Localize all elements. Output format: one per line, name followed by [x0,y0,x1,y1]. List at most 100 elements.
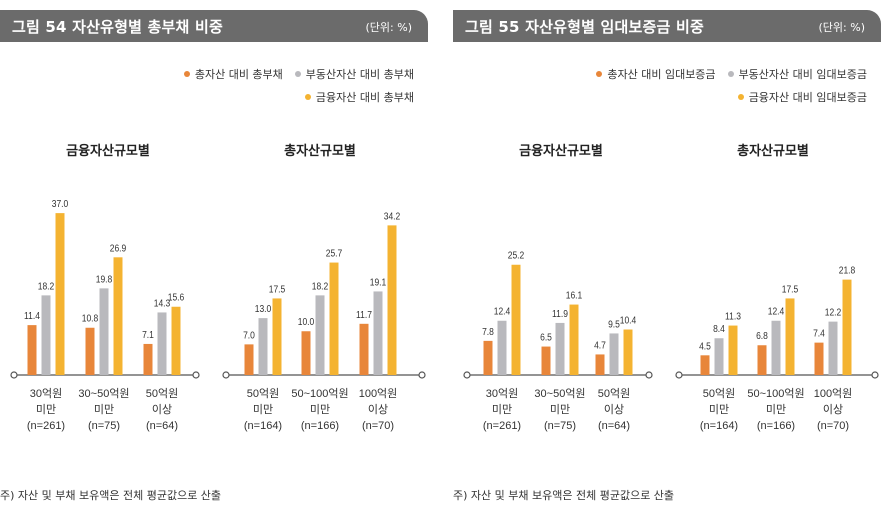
data-label: 11.4 [24,311,40,322]
data-label: 26.9 [110,243,127,254]
bar-real-estate [99,288,109,375]
data-label: 4.5 [699,341,711,352]
category-label: 30~50억원 [78,387,129,400]
category-label: (n=164) [700,420,738,432]
legend-label: 금융자산 대비 임대보증금 [748,90,867,104]
bar-financial [387,225,397,375]
data-label: 12.4 [768,306,785,317]
category-label: 미만 [550,403,570,416]
data-label: 37.0 [52,199,69,210]
data-label: 19.8 [96,274,113,285]
data-label: 12.2 [825,307,842,318]
figure-55: 그림 55 자산유형별 임대보증금 비중 (단위: %) 총자산 대비 임대보증… [453,0,881,508]
category-label: (n=166) [757,420,795,432]
bar-financial [728,325,738,375]
figure-54: 그림 54 자산유형별 총부채 비중 (단위: %) 총자산 대비 총부채 부동… [0,0,428,508]
data-label: 6.8 [756,331,768,342]
category-label: 이상 [604,403,624,416]
legend-item-real-estate: 부동산자산 대비 임대보증금 [727,66,867,82]
data-label: 17.5 [269,284,286,295]
bar-total [143,343,153,375]
bar-real-estate [41,295,51,375]
panel-title-financial: 금융자산규모별 [519,144,603,159]
axis-end-marker [418,371,426,379]
figure-header: 그림 54 자산유형별 총부채 비중 (단위: %) [0,10,428,42]
bar-financial [785,298,795,375]
bar-real-estate [373,291,383,375]
bar-financial [842,279,852,375]
bar-total [541,346,551,375]
bar-total [301,331,311,375]
axis-end-marker [10,371,18,379]
bar-total [244,344,254,375]
category-label: 미만 [36,403,56,416]
data-label: 4.7 [594,340,606,351]
bar-real-estate [771,320,781,375]
category-label: 이상 [152,403,172,416]
category-label: (n=261) [483,420,521,432]
bar-total [595,354,605,375]
data-label: 18.2 [38,281,55,292]
legend-dot [294,70,301,77]
axis-end-marker [675,371,683,379]
figure-header: 그림 55 자산유형별 임대보증금 비중 (단위: %) [453,10,881,42]
category-label: 미만 [709,403,729,416]
category-label: 미만 [94,403,114,416]
axis-end-marker [871,371,879,379]
bar-financial [511,264,521,375]
category-label: (n=75) [544,420,576,432]
category-label: 50억원 [247,387,279,400]
category-label: (n=70) [817,420,849,432]
category-label: 30~50억원 [534,387,585,400]
data-label: 7.0 [243,330,255,341]
category-label: 100억원 [359,387,398,400]
data-label: 10.0 [298,317,315,328]
bar-total [814,342,824,375]
bar-financial [171,306,181,375]
data-label: 25.7 [326,248,343,259]
category-label: 50억원 [703,387,735,400]
data-label: 11.3 [725,311,741,322]
bar-financial [329,262,339,375]
legend: 총자산 대비 임대보증금 부동산자산 대비 임대보증금 금융자산 대비 임대보증… [596,62,867,108]
category-label: 50억원 [598,387,630,400]
data-label: 12.4 [494,306,511,317]
category-label: 100억원 [814,387,853,400]
category-label: (n=75) [88,420,120,432]
data-label: 18.2 [312,281,329,292]
category-label: (n=70) [362,420,394,432]
category-label: 이상 [368,403,388,416]
data-label: 7.8 [482,326,494,337]
bar-total [757,345,767,375]
category-label: 30억원 [30,387,62,400]
axis-end-marker [192,371,200,379]
category-label: 미만 [253,403,273,416]
bar-real-estate [157,312,167,375]
data-label: 15.6 [168,292,185,303]
legend-dot [304,93,311,100]
bar-total [359,323,369,375]
data-label: 21.8 [839,265,856,276]
category-label: (n=261) [27,420,65,432]
bar-total [85,327,95,375]
bar-real-estate [497,320,507,375]
bar-real-estate [609,333,619,375]
bar-financial [113,257,123,375]
data-label: 11.9 [552,308,568,319]
category-label: (n=64) [146,420,178,432]
axis-end-marker [645,371,653,379]
legend-label: 부동산자산 대비 임대보증금 [738,67,867,81]
bar-financial [569,304,579,375]
legend-dot [596,70,603,77]
category-label: 50~100억원 [747,387,804,400]
data-label: 10.8 [82,313,99,324]
bar-financial [272,298,282,375]
data-label: 16.1 [566,290,583,301]
data-label: 34.2 [384,211,401,222]
bar-real-estate [714,338,724,375]
category-label: (n=166) [301,420,339,432]
legend-item-financial: 금융자산 대비 총부채 [304,89,414,105]
panel-title-financial: 금융자산규모별 [66,144,150,159]
axis-end-marker [222,371,230,379]
